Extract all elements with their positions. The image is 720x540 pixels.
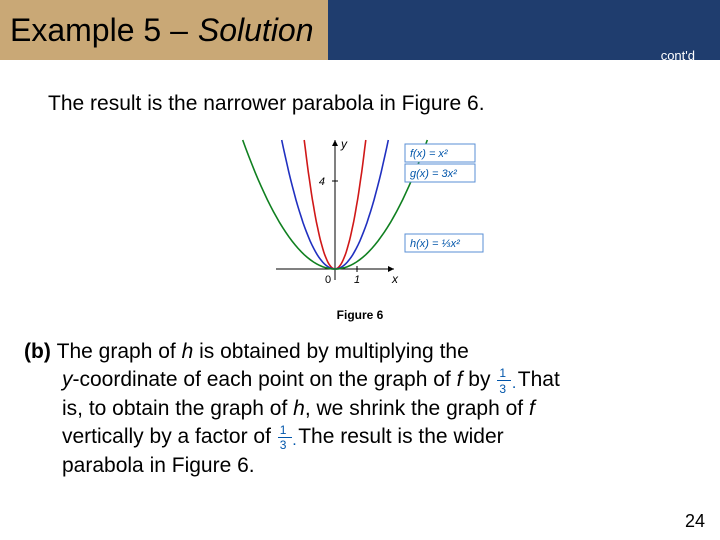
svg-text:f(x) = x²: f(x) = x² — [410, 148, 448, 160]
svg-text:h(x) = ⅓x²: h(x) = ⅓x² — [410, 238, 460, 250]
svg-text:1: 1 — [354, 274, 360, 286]
svg-text:0: 0 — [325, 274, 331, 286]
fraction-one-third-1: 13. — [496, 367, 512, 395]
para-b-line-4: vertically by a factor of 13. The result… — [62, 423, 690, 451]
slide-header: Example 5 – Solution — [0, 0, 720, 60]
header-title-suffix: Solution — [198, 12, 314, 49]
page-number: 24 — [685, 511, 705, 532]
figure-container: 4 1 0 y x f(x) = x² g(x) = 3x² h(x) = ⅓x² Figur… — [0, 134, 720, 322]
header-title-box: Example 5 – Solution — [0, 0, 328, 60]
intro-paragraph: The result is the narrower parabola in F… — [48, 92, 720, 116]
paragraph-b: (b) The graph of h is obtained by multip… — [24, 338, 690, 480]
figure-6-chart: 4 1 0 y x f(x) = x² g(x) = 3x² h(x) = ⅓x² — [230, 134, 490, 299]
svg-text:g(x) = 3x²: g(x) = 3x² — [410, 168, 457, 180]
header-title-prefix: Example 5 – — [10, 12, 188, 49]
part-b-label: (b) — [24, 340, 57, 363]
contd-label: cont'd — [661, 48, 695, 63]
para-b-line-2: y-coordinate of each point on the graph … — [62, 366, 690, 394]
svg-text:x: x — [391, 272, 399, 286]
figure-caption: Figure 6 — [0, 308, 720, 322]
svg-text:4: 4 — [319, 176, 325, 188]
fraction-one-third-2: 13. — [277, 424, 293, 452]
para-b-line-5: parabola in Figure 6. — [62, 452, 690, 480]
svg-text:y: y — [340, 137, 348, 151]
para-b-line-3: is, to obtain the graph of h, we shrink … — [62, 395, 690, 423]
